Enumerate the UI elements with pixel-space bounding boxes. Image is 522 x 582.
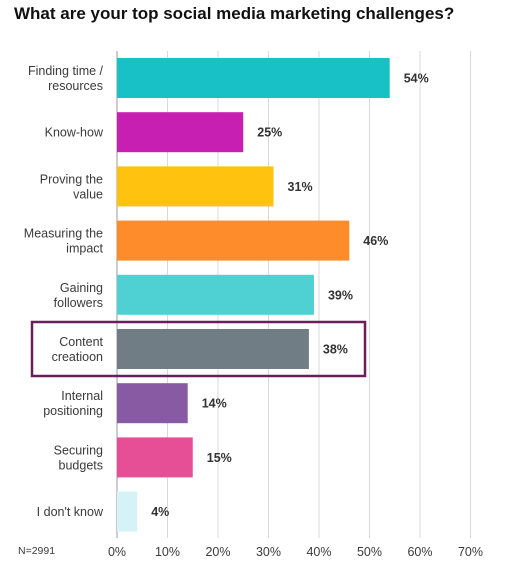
data-label: 31% [288,180,313,194]
chart-title: What are your top social media marketing… [14,4,455,23]
x-tick-label: 60% [407,545,432,559]
data-label: 4% [151,505,169,519]
category-label: I don't know [37,505,104,519]
x-tick-label: 40% [306,545,331,559]
x-tick-label: 30% [256,545,281,559]
category-label: Proving the value [40,172,103,201]
category-label: Measuring the impact [24,227,104,256]
x-tick-label: 10% [155,545,180,559]
bar [117,58,390,98]
highlight-box [30,320,367,378]
x-tick-label: 50% [357,545,382,559]
data-label: 39% [328,288,353,302]
category-label: Content creatioon [52,335,104,364]
x-tick-label: 20% [205,545,230,559]
data-label: 46% [363,234,388,248]
category-label: Know-how [45,126,104,140]
bar [117,220,350,261]
bar [117,491,138,532]
data-label: 54% [404,72,429,86]
category-label: Finding time / resources [28,64,104,93]
bar [117,112,244,153]
category-label: Securing budgets [54,443,103,472]
data-label: 38% [323,343,348,357]
data-label: 14% [202,397,227,411]
bar [117,274,314,315]
bar [117,437,193,478]
sample-size-note: N=2991 [18,545,55,557]
data-label: 15% [207,451,232,465]
bar [117,329,309,369]
data-label: 25% [257,126,282,140]
x-tick-label: 70% [458,545,483,559]
bar [117,166,274,207]
x-tick-label: 0% [108,545,126,559]
category-label: Internal positioning [43,389,103,418]
bar [117,383,188,424]
category-label: Gaining followers [54,281,103,310]
